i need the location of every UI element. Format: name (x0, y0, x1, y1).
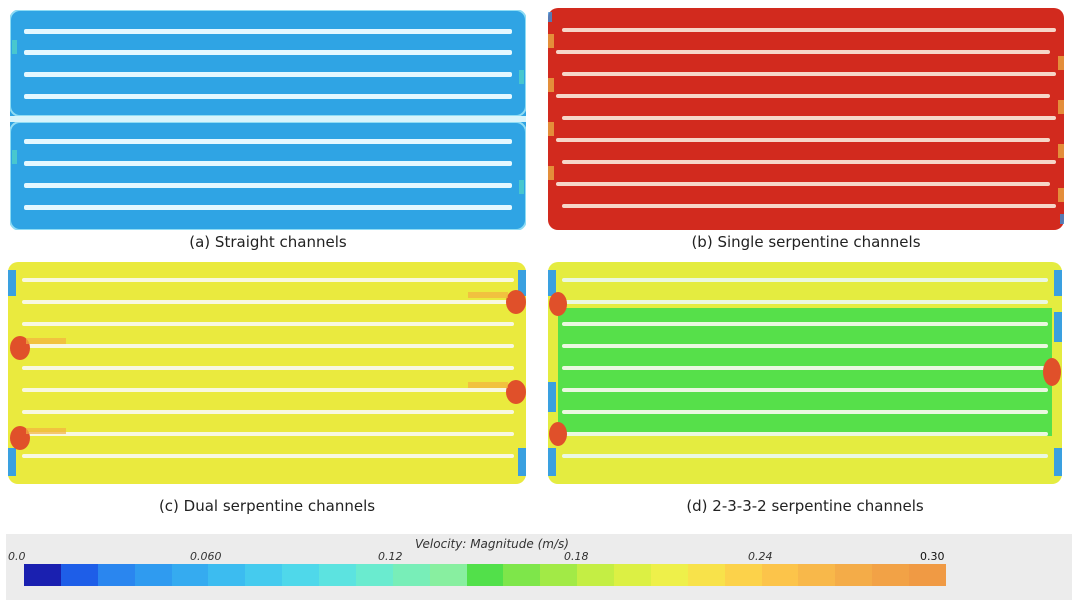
colorbar-swatch-12 (466, 564, 504, 586)
colorbar-swatch-16 (614, 564, 651, 586)
colorbar-swatch-13 (503, 564, 541, 586)
caption-d: (d) 2-3-3-2 serpentine channels (686, 497, 924, 515)
colorbar-gradient (24, 564, 946, 586)
colorbar-swatch-6 (245, 564, 283, 586)
colorbar-tick-5: 0.30 (920, 550, 945, 563)
colorbar-swatch-9 (355, 564, 393, 586)
colorbar-swatch-21 (798, 564, 836, 586)
colorbar-tick-1: 0.060 (190, 550, 222, 563)
velocity-field-b (548, 8, 1064, 230)
colorbar-swatch-11 (429, 564, 467, 586)
colorbar-swatch-3 (134, 564, 172, 586)
colorbar-swatch-17 (650, 564, 688, 586)
colorbar-swatch-23 (872, 564, 909, 586)
colorbar-swatch-10 (392, 564, 430, 586)
colorbar-swatch-15 (577, 564, 614, 586)
colorbar-tick-3: 0.18 (564, 550, 589, 563)
colorbar-swatch-5 (208, 564, 246, 586)
colorbar-swatch-19 (724, 564, 762, 586)
colorbar-tick-0: 0.0 (8, 550, 26, 563)
panel-a-straight-channels (10, 10, 526, 230)
colorbar-swatch-8 (319, 564, 356, 586)
velocity-field-a (10, 10, 526, 230)
colorbar-swatch-14 (540, 564, 578, 586)
colorbar-tick-4: 0.24 (748, 550, 773, 563)
colorbar-swatch-20 (761, 564, 799, 586)
colorbar-swatch-22 (835, 564, 873, 586)
velocity-field-d (548, 262, 1062, 484)
colorbar-swatch-7 (282, 564, 319, 586)
panel-d-2332-serpentine (548, 262, 1062, 484)
colorbar-swatch-4 (171, 564, 209, 586)
colorbar-swatch-18 (687, 564, 725, 586)
colorbar-title: Velocity: Magnitude (m/s) (415, 537, 569, 551)
caption-b: (b) Single serpentine channels (691, 233, 921, 251)
velocity-field-c (8, 262, 526, 484)
colorbar-swatch-0 (24, 564, 61, 586)
panel-c-dual-serpentine (8, 262, 526, 484)
caption-c: (c) Dual serpentine channels (158, 497, 376, 515)
panel-b-single-serpentine (548, 8, 1064, 230)
colorbar-swatch-24 (909, 564, 946, 586)
colorbar-tick-2: 0.12 (378, 550, 403, 563)
colorbar-swatch-1 (60, 564, 98, 586)
caption-a: (a) Straight channels (189, 233, 347, 251)
colorbar-swatch-2 (97, 564, 135, 586)
